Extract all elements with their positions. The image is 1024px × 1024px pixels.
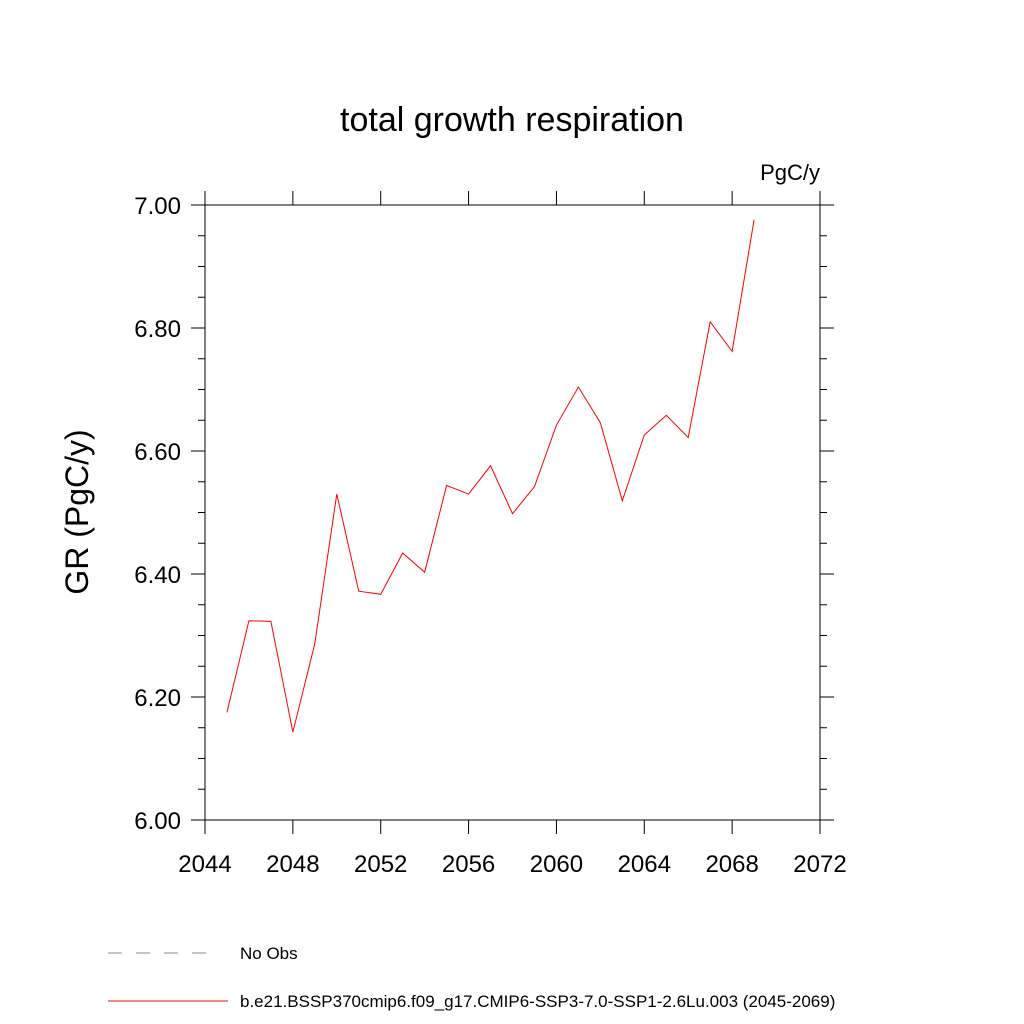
x-tick-label: 2056 bbox=[442, 851, 495, 878]
ticks-layer: 2044 2048 2052 2056 2060 2064 2068 2072 6.00 6.20… bbox=[134, 191, 847, 878]
legend-no-obs-label: No Obs bbox=[240, 944, 298, 963]
x-tick-label: 2048 bbox=[266, 851, 319, 878]
y-tick-label: 6.80 bbox=[134, 316, 181, 343]
x-tick-label: 2072 bbox=[793, 851, 846, 878]
y-tick-label: 6.00 bbox=[134, 808, 181, 835]
series-line-0 bbox=[226, 219, 755, 733]
plot-frame bbox=[204, 204, 821, 821]
y-axis-label: GR (PgC/y) bbox=[59, 429, 95, 594]
series-layer bbox=[226, 219, 755, 733]
x-tick-label: 2052 bbox=[354, 851, 407, 878]
y-tick-label: 7.00 bbox=[134, 193, 181, 220]
y-tick-label: 6.40 bbox=[134, 562, 181, 589]
x-tick-label: 2064 bbox=[618, 851, 671, 878]
x-tick-label: 2068 bbox=[705, 851, 758, 878]
chart-title: total growth respiration bbox=[340, 101, 684, 139]
y-tick-label: 6.20 bbox=[134, 685, 181, 712]
y-tick-label: 6.60 bbox=[134, 439, 181, 466]
x-tick-label: 2044 bbox=[178, 851, 231, 878]
units-label: PgC/y bbox=[760, 160, 820, 185]
x-tick-label: 2060 bbox=[530, 851, 583, 878]
legend-series-label: b.e21.BSSP370cmip6.f09_g17.CMIP6-SSP3-7.… bbox=[240, 992, 835, 1011]
